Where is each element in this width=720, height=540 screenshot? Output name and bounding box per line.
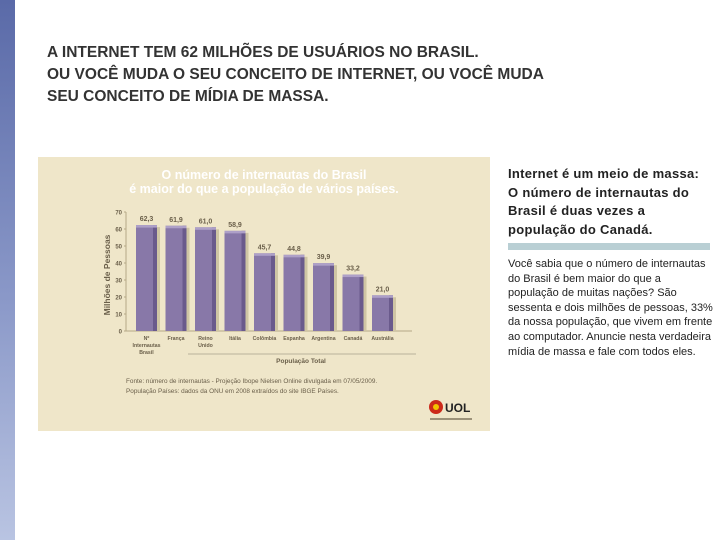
bar-side <box>389 295 393 331</box>
bar <box>254 253 275 331</box>
bar-side <box>330 263 334 331</box>
y-tick-label: 50 <box>115 245 122 251</box>
y-tick-label: 30 <box>115 279 122 285</box>
chart-subtitle: é maior do que a população de vários paí… <box>129 182 399 196</box>
bar-top <box>195 227 216 230</box>
y-tick-label: 70 <box>115 211 122 217</box>
bar <box>313 263 334 331</box>
bar <box>165 225 187 331</box>
y-axis-label: Milhões de Pessoas <box>102 234 112 315</box>
data-label: 21,0 <box>376 286 390 293</box>
source-line-1: Fonte: número de internautas - Projeção … <box>126 378 377 385</box>
data-label: 61,0 <box>199 218 213 225</box>
x-tick-label: Argentina <box>311 336 335 342</box>
data-label: 33,2 <box>346 266 360 273</box>
x-tick-label: Itália <box>229 336 241 342</box>
data-label: 44,8 <box>287 246 301 253</box>
uol-logo-text: UOL <box>445 401 470 415</box>
bar <box>342 274 364 331</box>
bar-top <box>254 253 275 256</box>
side-body-text: Você sabia que o número de internautas d… <box>508 258 713 358</box>
side-title: Internet é um meio de massa: O número de… <box>508 166 700 237</box>
y-tick-label: 60 <box>115 228 122 234</box>
headline-line-2: OU VOCÊ MUDA O SEU CONCEITO DE INTERNET,… <box>47 66 544 83</box>
bar <box>224 230 246 331</box>
data-label: 61,9 <box>169 217 183 224</box>
bar-side <box>300 254 305 331</box>
source-line-2: População Países: dados da ONU em 2008 e… <box>126 388 339 395</box>
x-tick-label: Reino <box>198 336 212 342</box>
x-axis-label: População Total <box>276 358 326 365</box>
data-label: 58,9 <box>228 222 242 229</box>
bar-side <box>359 274 364 331</box>
data-label: 45,7 <box>258 244 272 251</box>
chart-title: O número de internautas do Brasil <box>162 168 367 182</box>
bar-side <box>182 225 187 331</box>
side-divider <box>508 243 710 250</box>
y-tick-label: 40 <box>115 262 122 268</box>
uol-logo-icon-inner <box>433 404 439 410</box>
bar-top <box>372 295 393 298</box>
x-tick-label: Canadá <box>344 336 363 342</box>
y-tick-label: 20 <box>115 296 122 302</box>
data-label: 62,3 <box>140 216 154 223</box>
bar-chart: O número de internautas do Brasil é maio… <box>102 168 472 420</box>
bar-top <box>165 225 187 229</box>
x-tick-label: Internautas <box>133 343 161 349</box>
bar-side <box>271 253 275 331</box>
x-tick-label: Austrália <box>371 336 393 342</box>
page-headline: A INTERNET TEM 62 MILHÕES DE USUÁRIOS NO… <box>47 42 687 108</box>
headline-line-3: SEU CONCEITO DE MÍDIA DE MASSA. <box>47 88 329 105</box>
bar <box>195 227 216 331</box>
bar <box>283 254 305 331</box>
bar-side <box>153 225 157 331</box>
bar-top <box>283 254 305 258</box>
chart-panel: O número de internautas do Brasil é maio… <box>38 157 490 431</box>
bar <box>136 225 157 331</box>
x-tick-label: Colômbia <box>253 336 277 342</box>
data-label: 39,9 <box>317 254 331 261</box>
y-tick-label: 10 <box>115 313 122 319</box>
bar-top <box>136 225 157 228</box>
bar-side <box>212 227 216 331</box>
x-tick-label: Brasil <box>139 350 154 356</box>
bar-top <box>224 230 246 234</box>
bar-side <box>241 230 246 331</box>
x-tick-label: Espanha <box>283 336 305 342</box>
x-tick-label: Nº <box>144 336 150 342</box>
bar-top <box>342 274 364 278</box>
bar-top <box>313 263 334 266</box>
uol-logo: UOL <box>429 400 472 420</box>
x-tick-label: França <box>167 336 184 342</box>
bar <box>372 295 393 331</box>
headline-line-1: A INTERNET TEM 62 MILHÕES DE USUÁRIOS NO… <box>47 44 479 61</box>
x-tick-label: Unido <box>198 343 213 349</box>
left-accent-bar <box>0 0 15 540</box>
y-tick-label: 0 <box>119 330 123 336</box>
